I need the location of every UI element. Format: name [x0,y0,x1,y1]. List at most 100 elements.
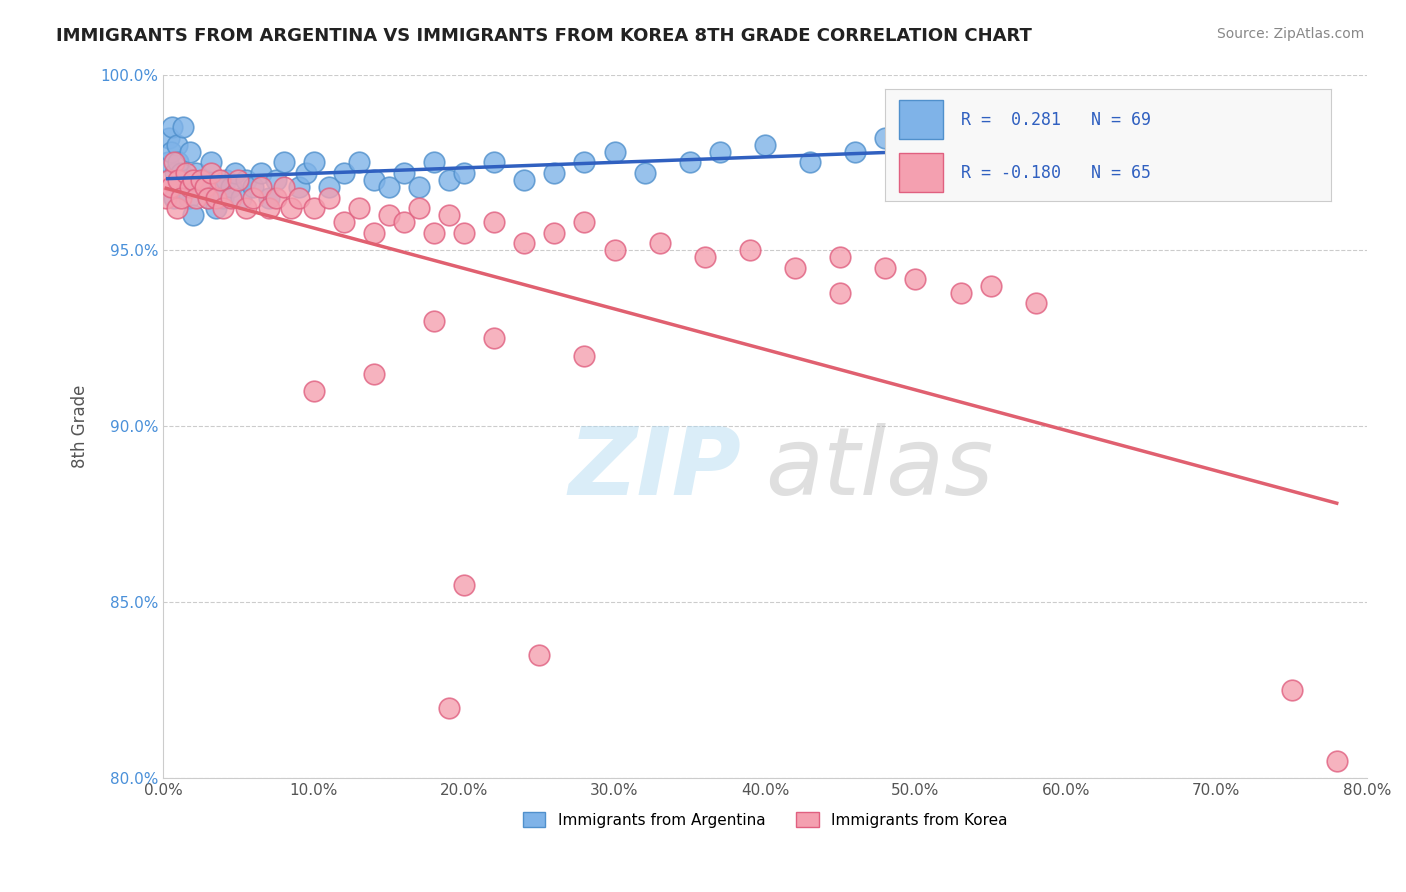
Point [453,226,475,240]
Point [257,191,280,205]
Point [264,173,287,187]
Point [1025,296,1047,310]
Y-axis label: 8th Grade: 8th Grade [72,384,89,468]
Point [170,191,193,205]
Point [482,331,505,345]
Point [197,191,219,205]
Point [302,155,325,169]
Point [156,155,179,169]
Point [1175,120,1198,135]
Point [408,180,430,194]
Point [194,180,217,194]
Point [179,145,201,159]
Point [949,285,972,300]
Point [529,648,551,662]
Point [875,131,897,145]
Point [190,180,212,194]
Point [1010,155,1032,169]
Point [347,201,370,215]
Point [738,244,761,258]
Point [574,155,596,169]
Point [287,191,309,205]
Point [235,173,257,187]
Point [219,191,242,205]
Point [693,251,716,265]
Point [453,577,475,591]
Point [166,137,188,152]
Point [197,191,219,205]
Point [167,173,190,187]
Point [437,701,460,715]
Point [980,278,1002,293]
Point [205,201,228,215]
Point [280,201,302,215]
Point [242,180,264,194]
Point [159,180,181,194]
Point [318,180,340,194]
Point [174,173,197,187]
Point [634,166,657,180]
Point [273,180,295,194]
Point [174,166,197,180]
Point [482,215,505,229]
Point [363,226,385,240]
Point [875,260,897,275]
Point [1054,137,1077,152]
Point [205,191,228,205]
Point [163,191,186,205]
Point [965,131,987,145]
Point [679,155,702,169]
Point [181,173,204,187]
Point [159,145,181,159]
Point [799,155,821,169]
Point [513,236,536,251]
Point [1250,131,1272,145]
Text: ZIP: ZIP [568,423,741,515]
Point [830,285,852,300]
Point [157,131,180,145]
Point [423,226,446,240]
Point [574,215,596,229]
Point [295,166,318,180]
Point [437,173,460,187]
Point [264,191,287,205]
Point [378,208,401,222]
Point [235,201,257,215]
Point [935,137,957,152]
Point [392,166,415,180]
Point [332,166,354,180]
Point [1205,145,1227,159]
Point [190,173,212,187]
Point [219,180,242,194]
Point [287,180,309,194]
Point [194,173,217,187]
Point [212,191,235,205]
Point [1281,120,1303,135]
Point [844,145,866,159]
Point [231,191,253,205]
Point [482,155,505,169]
Point [170,166,193,180]
Point [1281,683,1303,698]
Point [437,208,460,222]
Point [408,201,430,215]
Point [209,180,232,194]
Point [172,120,194,135]
Point [162,120,184,135]
Point [332,215,354,229]
Point [302,201,325,215]
Text: IMMIGRANTS FROM ARGENTINA VS IMMIGRANTS FROM KOREA 8TH GRADE CORRELATION CHART: IMMIGRANTS FROM ARGENTINA VS IMMIGRANTS … [56,27,1032,45]
Point [648,236,671,251]
Point [378,180,401,194]
Point [165,166,187,180]
Point [167,155,190,169]
Point [347,155,370,169]
Point [392,215,415,229]
Point [543,226,565,240]
Point [574,349,596,363]
Point [177,191,200,205]
Point [754,137,776,152]
Point [250,180,273,194]
Point [904,145,927,159]
Point [166,201,188,215]
